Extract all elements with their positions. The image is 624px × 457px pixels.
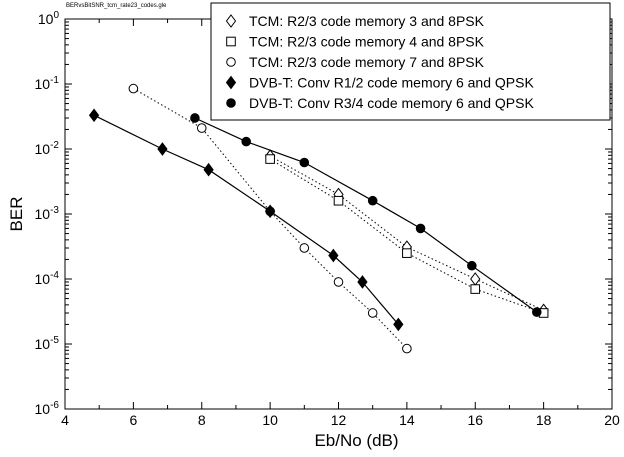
x-tick-label: 18 — [536, 412, 552, 428]
legend-box — [210, 2, 611, 121]
data-point-series-5 — [367, 195, 378, 206]
x-tick-label: 14 — [399, 412, 415, 428]
legend-marker — [226, 36, 236, 47]
legend-entry: TCM: R2/3 code memory 7 and 8PSK — [249, 54, 485, 70]
data-point-series-2 — [333, 195, 344, 206]
data-point-series-2 — [470, 284, 481, 294]
data-point-series-4 — [328, 248, 339, 263]
file-label: BERvsBitSNR_tcm_rate23_codes.gle — [66, 3, 167, 9]
data-point-series-3 — [128, 83, 139, 94]
x-tick-label: 4 — [61, 412, 69, 428]
data-point-series-3 — [367, 308, 378, 318]
legend-marker — [225, 14, 237, 28]
legend-marker — [225, 75, 237, 90]
data-point-series-4 — [88, 108, 100, 123]
x-tick-label: 20 — [604, 412, 620, 428]
series-line-2 — [269, 158, 544, 314]
x-tick-label: 16 — [467, 412, 483, 428]
y-axis-label: BER — [7, 197, 26, 232]
y-tick-label: 10-1 — [35, 75, 60, 92]
data-point-series-4 — [203, 162, 214, 177]
legend-marker — [226, 57, 236, 67]
data-point-series-4 — [393, 317, 404, 332]
data-point-series-5 — [241, 136, 251, 147]
data-point-series-3 — [333, 277, 344, 287]
data-point-series-5 — [467, 260, 477, 271]
data-point-series-4 — [357, 275, 368, 289]
data-point-series-4 — [265, 204, 276, 219]
data-point-series-2 — [265, 154, 275, 164]
data-point-series-5 — [190, 113, 200, 123]
y-tick-label: 100 — [38, 10, 60, 27]
data-point-series-3 — [402, 343, 412, 354]
legend-entry: DVB-T: Conv R1/2 code memory 6 and QPSK — [249, 75, 534, 91]
data-point-series-5 — [531, 307, 542, 317]
y-tick-label: 10-5 — [35, 335, 60, 352]
data-point-series-3 — [299, 243, 310, 253]
legend-entry: TCM: R2/3 code memory 4 and 8PSK — [249, 34, 485, 50]
x-tick-label: 12 — [331, 412, 347, 428]
series-line-4 — [93, 114, 399, 325]
data-point-series-4 — [157, 142, 168, 156]
data-point-series-2 — [402, 248, 412, 258]
x-tick-label: 8 — [198, 412, 206, 428]
data-point-series-5 — [299, 157, 310, 168]
x-axis-label: Eb/No (dB) — [314, 431, 398, 450]
legend-entry: DVB-T: Conv R3/4 code memory 6 and QPSK — [249, 95, 534, 111]
y-tick-label: 10-4 — [35, 270, 60, 287]
y-tick-label: 10-6 — [35, 400, 60, 417]
data-point-series-5 — [415, 223, 426, 234]
legend-entry: TCM: R2/3 code memory 3 and 8PSK — [249, 13, 485, 29]
x-tick-label: 10 — [262, 412, 278, 428]
legend-marker — [226, 98, 236, 108]
y-tick-label: 10-3 — [35, 205, 60, 222]
series-line-3 — [133, 88, 408, 349]
x-tick-label: 6 — [129, 412, 137, 428]
data-point-series-1 — [470, 272, 481, 286]
data-point-series-3 — [196, 123, 207, 133]
y-tick-label: 10-2 — [35, 140, 60, 157]
